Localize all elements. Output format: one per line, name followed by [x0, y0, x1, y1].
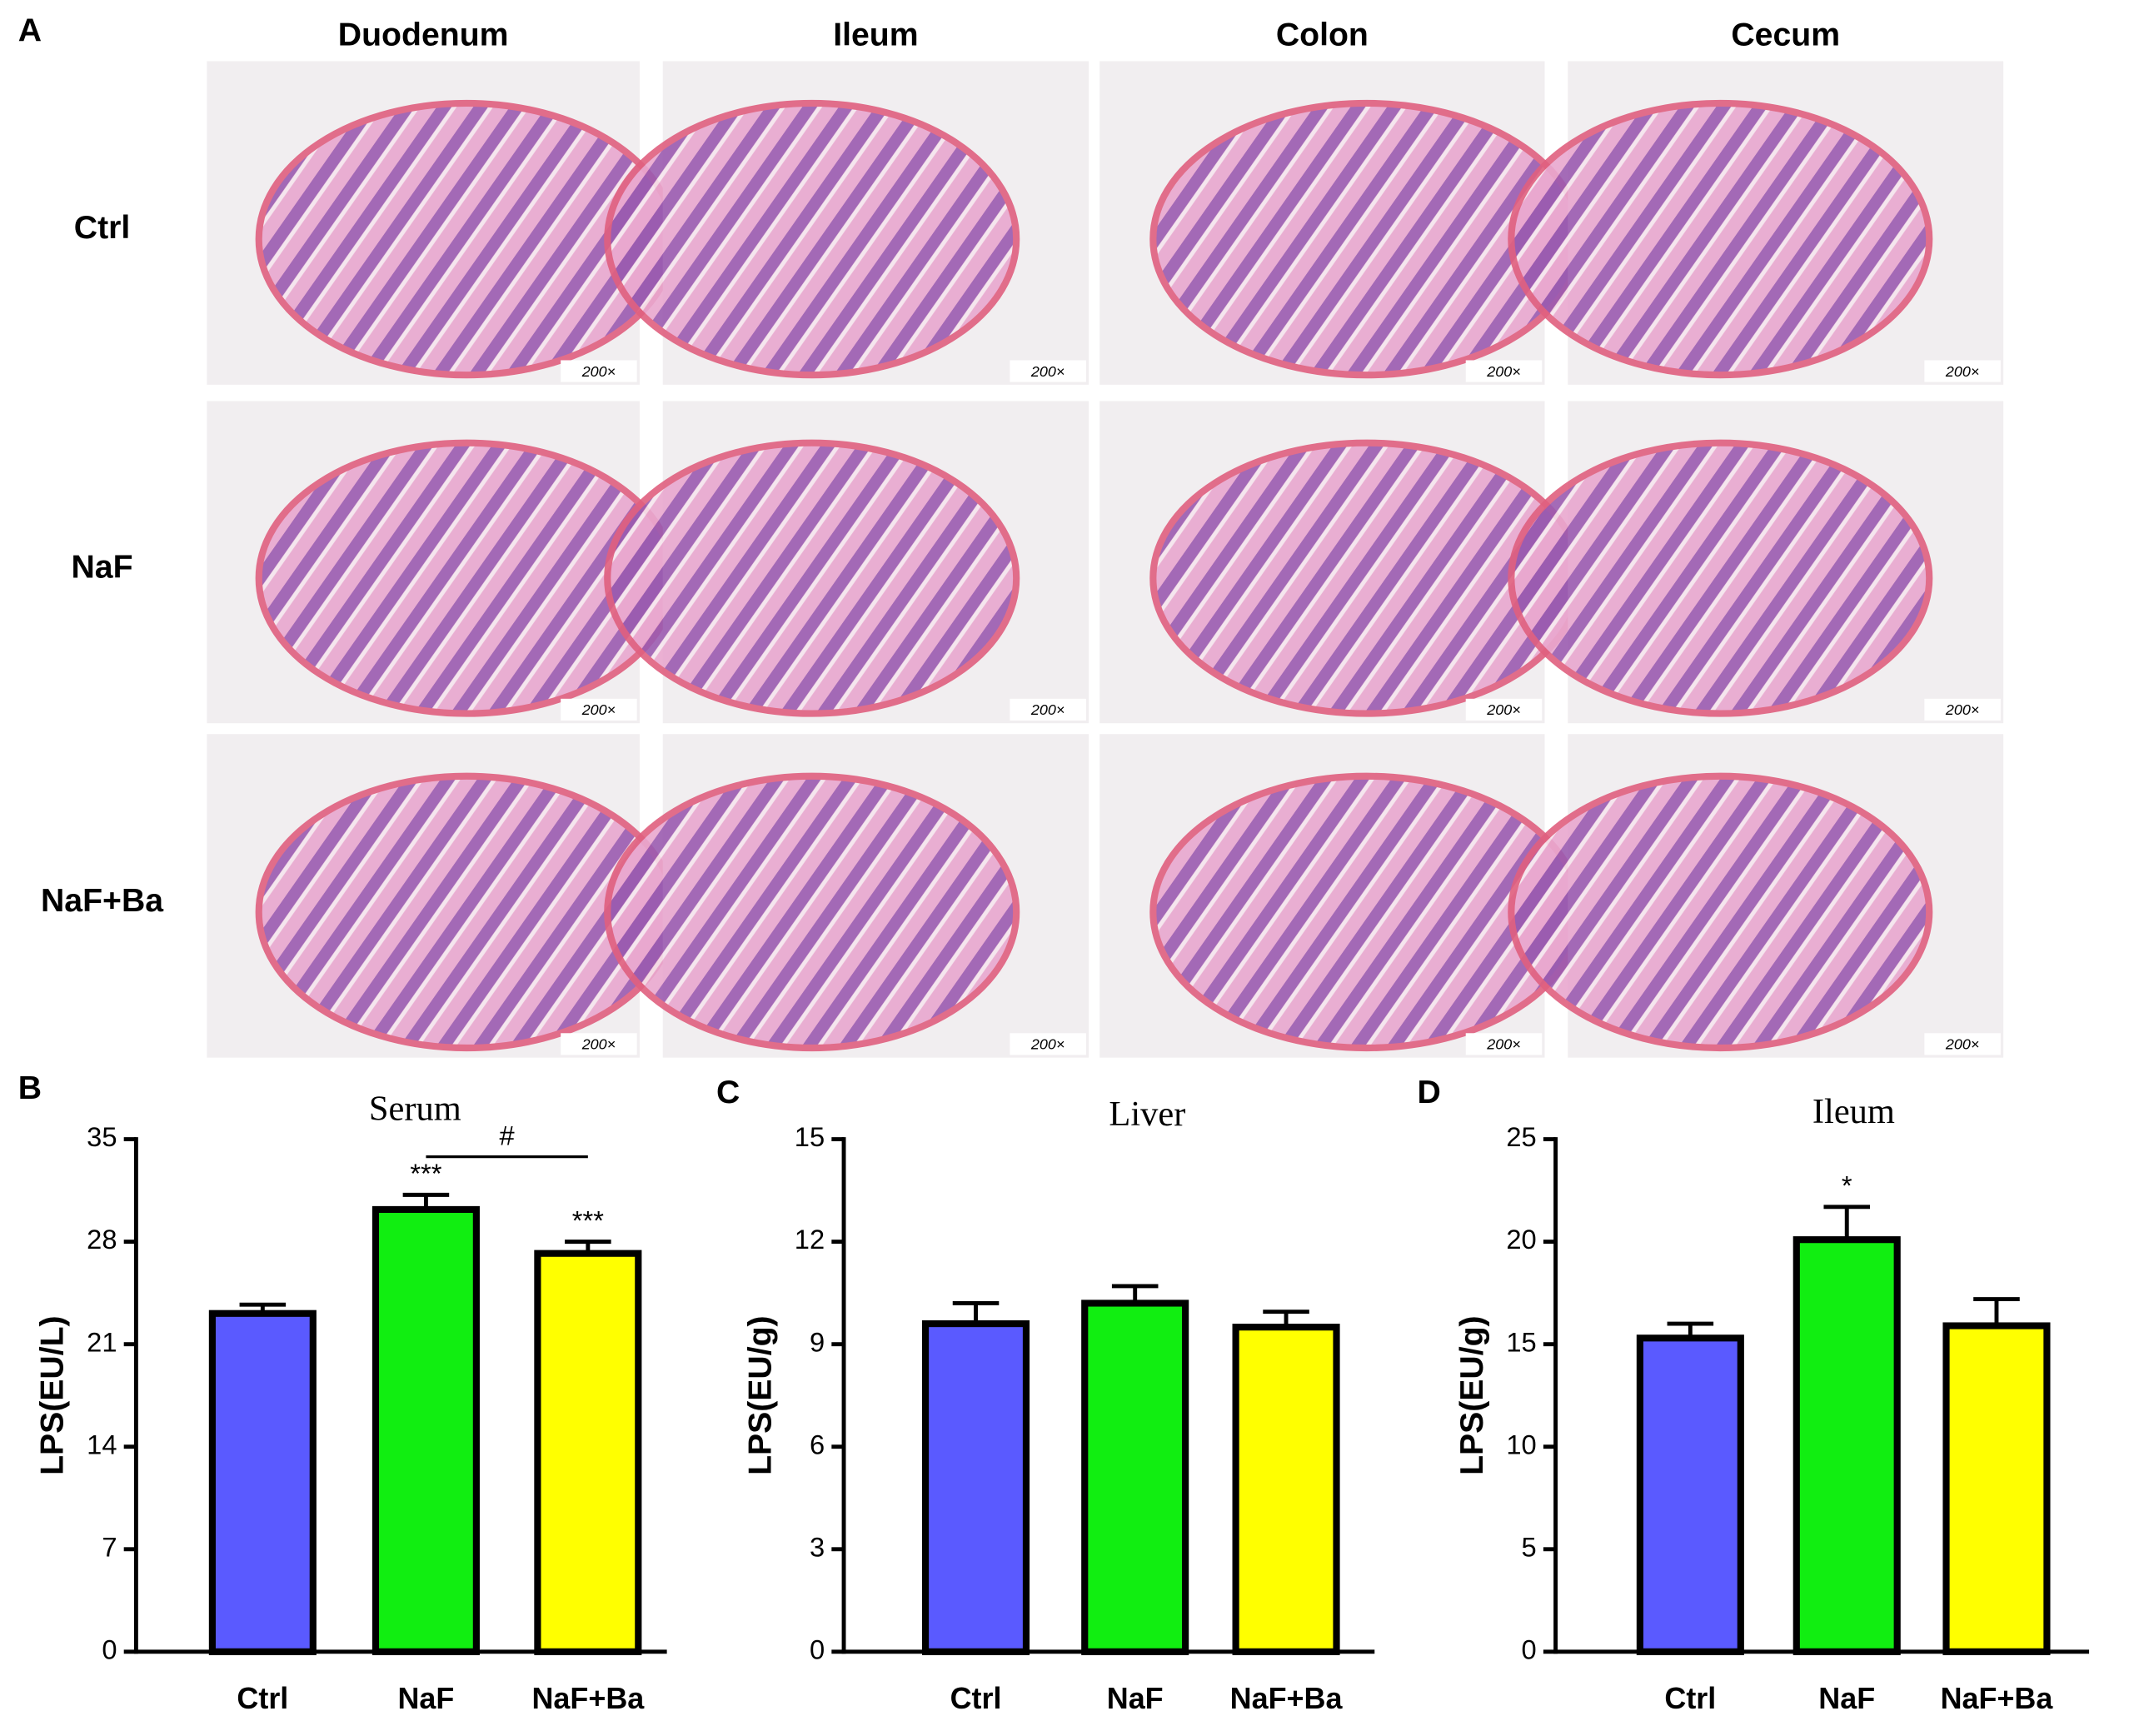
magnification-box	[561, 360, 637, 382]
magnification-box	[1010, 698, 1086, 721]
column-header: Cecum	[1731, 17, 1840, 52]
y-tick-label: 21	[87, 1326, 117, 1357]
significance-mark: ***	[410, 1158, 441, 1189]
magnification-label: 200×	[1486, 1036, 1520, 1053]
panel-a: A Duodenum Ileum Colon Cecum Ctrl 200× 200× 200×…	[18, 13, 2004, 1058]
row-label: Ctrl	[74, 210, 131, 246]
x-tick-label: Ctrl	[950, 1681, 1002, 1715]
magnification-box	[1010, 1033, 1086, 1055]
magnification-box	[1924, 1033, 2001, 1055]
y-tick-label: 20	[1506, 1224, 1536, 1255]
histology-tissue	[604, 772, 1020, 1052]
panel-label: A	[18, 13, 42, 49]
y-tick-label: 0	[102, 1634, 117, 1664]
bar	[1232, 1324, 1340, 1655]
chart-title: Serum	[369, 1090, 461, 1129]
magnification-box	[561, 1033, 637, 1055]
magnification-label: 200×	[1486, 701, 1520, 718]
bar	[534, 1250, 642, 1655]
magnification-label: 200×	[1945, 363, 1979, 380]
x-tick-label: NaF	[1818, 1681, 1875, 1715]
magnification-box	[1924, 698, 2001, 721]
histology-tissue	[604, 99, 1020, 379]
chart-title: Ileum	[1812, 1092, 1895, 1131]
y-axis-label: LPS(EU/g)	[742, 1315, 778, 1474]
magnification-box	[1465, 698, 1543, 721]
panel-label: B	[18, 1070, 42, 1106]
bar	[1636, 1334, 1744, 1655]
histology-tissue	[1508, 772, 1933, 1052]
x-tick-label: NaF+Ba	[531, 1681, 645, 1715]
column-header: Colon	[1276, 17, 1369, 52]
x-tick-label: Ctrl	[1664, 1681, 1716, 1715]
panel-label: C	[716, 1075, 740, 1110]
row-label: NaF+Ba	[41, 883, 164, 919]
magnification-label: 200×	[581, 701, 616, 718]
y-tick-label: 15	[1506, 1326, 1536, 1357]
chart-title: Liver	[1109, 1095, 1185, 1134]
magnification-label: 200×	[1030, 363, 1065, 380]
magnification-label: 200×	[1030, 701, 1065, 718]
y-tick-label: 15	[795, 1121, 825, 1152]
magnification-label: 200×	[581, 1036, 616, 1053]
magnification-box	[1465, 360, 1543, 382]
magnification-label: 200×	[581, 363, 616, 380]
histology-tissue	[1508, 99, 1933, 379]
bar	[371, 1205, 480, 1655]
y-tick-label: 12	[795, 1224, 825, 1255]
magnification-label: 200×	[1486, 363, 1520, 380]
significance-mark: #	[500, 1120, 515, 1150]
y-tick-label: 9	[810, 1326, 825, 1357]
bar	[1081, 1300, 1189, 1655]
y-tick-label: 0	[810, 1634, 825, 1664]
x-tick-label: NaF	[397, 1681, 454, 1715]
significance-mark: ***	[572, 1205, 604, 1235]
bar	[1792, 1236, 1901, 1655]
y-tick-label: 6	[810, 1429, 825, 1459]
y-tick-label: 0	[1522, 1634, 1537, 1664]
histology-tissue	[1508, 439, 1933, 717]
magnification-label: 200×	[1030, 1036, 1065, 1053]
x-tick-label: NaF+Ba	[1941, 1681, 2054, 1715]
x-tick-label: NaF+Ba	[1230, 1681, 1344, 1715]
row-label: NaF	[71, 549, 132, 585]
histology-tissue	[604, 439, 1020, 717]
y-tick-label: 14	[87, 1429, 117, 1459]
y-axis-label: LPS(EU/L)	[35, 1315, 71, 1474]
y-tick-label: 3	[810, 1531, 825, 1562]
y-tick-label: 10	[1506, 1429, 1536, 1459]
magnification-label: 200×	[1945, 1036, 1979, 1053]
magnification-box	[561, 698, 637, 721]
magnification-label: 200×	[1945, 701, 1979, 718]
y-tick-label: 28	[87, 1224, 117, 1255]
panel-label: D	[1417, 1075, 1440, 1110]
magnification-box	[1465, 1033, 1543, 1055]
x-tick-label: Ctrl	[237, 1681, 288, 1715]
bar	[921, 1319, 1030, 1655]
bar	[208, 1309, 317, 1655]
bar	[1942, 1322, 2051, 1655]
column-header: Ileum	[833, 17, 918, 52]
magnification-box	[1010, 360, 1086, 382]
y-tick-label: 25	[1506, 1121, 1536, 1152]
y-tick-label: 5	[1522, 1531, 1537, 1562]
magnification-box	[1924, 360, 2001, 382]
y-axis-label: LPS(EU/g)	[1454, 1315, 1490, 1474]
x-tick-label: NaF	[1107, 1681, 1164, 1715]
y-tick-label: 35	[87, 1121, 117, 1152]
column-header: Duodenum	[338, 17, 509, 52]
y-tick-label: 7	[102, 1531, 117, 1562]
significance-mark: *	[1842, 1170, 1852, 1201]
